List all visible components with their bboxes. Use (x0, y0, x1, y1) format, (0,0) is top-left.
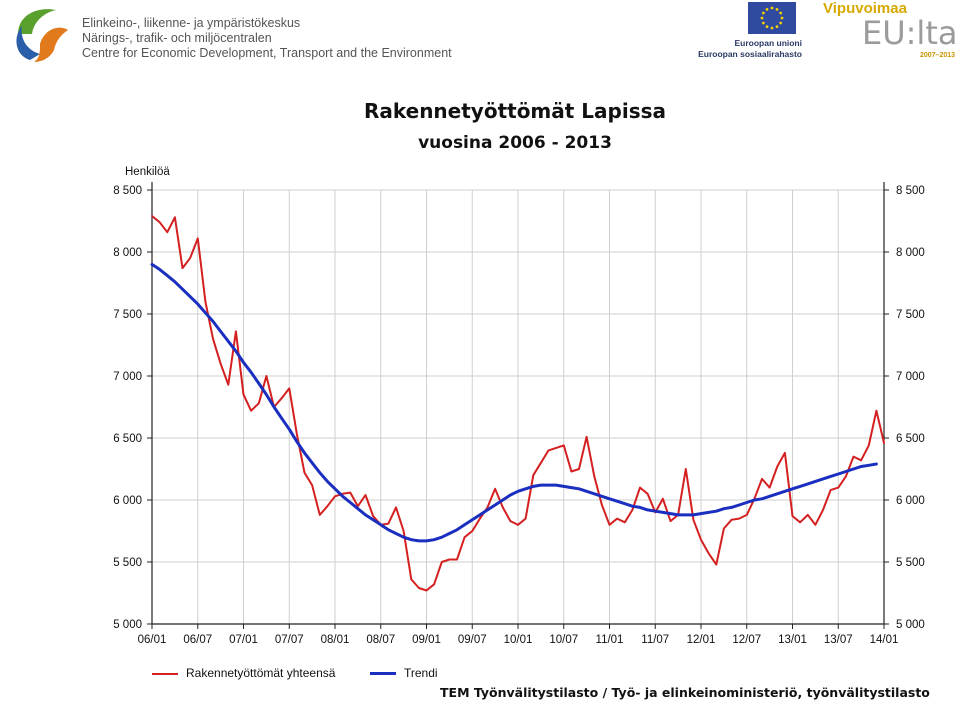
series-line-trend (150, 262, 878, 543)
org-name-en: Centre for Economic Development, Transpo… (82, 46, 452, 60)
eu-line-1: Euroopan unioni (734, 38, 802, 48)
vipuvoimaa-logo: Vipuvoimaa EU:lta 2007–2013 (820, 0, 960, 70)
org-name-sv: Närings-, trafik- och miljöcentralen (82, 31, 272, 45)
x-tick-label: 07/07 (275, 634, 304, 646)
y-tick-label-left: 5 500 (113, 557, 142, 569)
x-tick-label: 06/01 (138, 634, 167, 646)
x-tick-label: 14/01 (870, 634, 899, 646)
y-tick-label-right: 8 500 (896, 185, 925, 197)
eu-star-icon (779, 11, 783, 15)
x-tick-label: 12/01 (687, 634, 716, 646)
eu-star-icon (765, 7, 769, 11)
x-tick-label: 13/07 (824, 634, 853, 646)
eu-star-icon (760, 16, 764, 20)
eu-flag-icon (748, 2, 796, 34)
eu-star-icon (780, 16, 784, 20)
x-tick-label: 13/01 (778, 634, 807, 646)
y-tick-label-left: 6 500 (113, 433, 142, 445)
eu-star-icon (779, 21, 783, 25)
x-tick-label: 06/07 (183, 634, 212, 646)
vipuvoimaa-mark: EU:lta (862, 14, 958, 52)
chart-subtitle: vuosina 2006 - 2013 (418, 133, 612, 153)
org-name-fi: Elinkeino-, liikenne- ja ympäristökeskus (82, 16, 301, 30)
ely-header: Elinkeino-, liikenne- ja ympäristökeskus… (10, 4, 452, 74)
axes: 5 000 5 000 5 500 5 500 6 000 6 000 6 500 6 500… (113, 182, 925, 646)
legend-swatch-total (152, 672, 178, 675)
grid (151, 189, 885, 625)
organization-names: Elinkeino-, liikenne- ja ympäristökeskus… (82, 16, 452, 61)
eu-star-icon (761, 11, 765, 15)
legend-swatch-trend (370, 672, 396, 676)
legend-item-trend: Trendi (370, 666, 438, 680)
x-tick-label: 08/07 (366, 634, 395, 646)
eu-star-icon (775, 25, 779, 29)
eu-star-icon (775, 7, 779, 11)
x-tick-label: 11/07 (641, 634, 669, 646)
x-tick-label: 08/01 (321, 634, 350, 646)
eu-star-icon (761, 21, 765, 25)
y-tick-label-right: 7 000 (896, 371, 925, 383)
y-tick-label-right: 5 000 (896, 619, 925, 631)
y-tick-label-left: 7 000 (113, 371, 142, 383)
eu-star-icon (770, 26, 774, 30)
chart-title: Rakennetyöttömät Lapissa (363, 99, 667, 123)
eu-text: Euroopan unioni Euroopan sosiaalirahasto (684, 38, 802, 60)
eu-line-2: Euroopan sosiaalirahasto (698, 49, 802, 59)
y-tick-label-right: 7 500 (896, 309, 925, 321)
x-tick-label: 07/01 (229, 634, 258, 646)
legend-item-total: Rakennetyöttömät yhteensä (152, 666, 335, 680)
y-tick-label-right: 8 000 (896, 247, 925, 259)
y-tick-label-left: 8 500 (113, 185, 142, 197)
x-tick-label: 12/07 (732, 634, 761, 646)
y-tick-label-right: 5 500 (896, 557, 925, 569)
series (150, 215, 885, 592)
y-tick-label-left: 7 500 (113, 309, 142, 321)
vipuvoimaa-years: 2007–2013 (920, 52, 956, 59)
source-note: TEM Työnvälitystilasto / Työ- ja elinkei… (440, 685, 930, 700)
x-tick-label: 11/01 (596, 634, 624, 646)
x-tick-label: 09/01 (412, 634, 441, 646)
legend-label-trend: Trendi (404, 666, 438, 680)
vipuvoimaa-title: Vipuvoimaa (823, 0, 907, 17)
legend-label-total: Rakennetyöttömät yhteensä (186, 666, 336, 680)
ely-logo-icon (16, 9, 68, 62)
eu-star-icon (765, 25, 769, 29)
x-tick-label: 10/01 (504, 634, 533, 646)
y-tick-label-right: 6 500 (896, 433, 925, 445)
x-tick-label: 09/07 (458, 634, 487, 646)
x-tick-label: 10/07 (549, 634, 578, 646)
y-axis-label: Henkilöä (125, 166, 170, 178)
y-tick-label-left: 6 000 (113, 495, 142, 507)
eu-logo: Euroopan unioni Euroopan sosiaalirahasto (684, 2, 802, 64)
y-tick-label-left: 8 000 (113, 247, 142, 259)
eu-star-icon (770, 6, 774, 10)
y-tick-label-left: 5 000 (113, 619, 142, 631)
y-tick-label-right: 6 000 (896, 495, 925, 507)
